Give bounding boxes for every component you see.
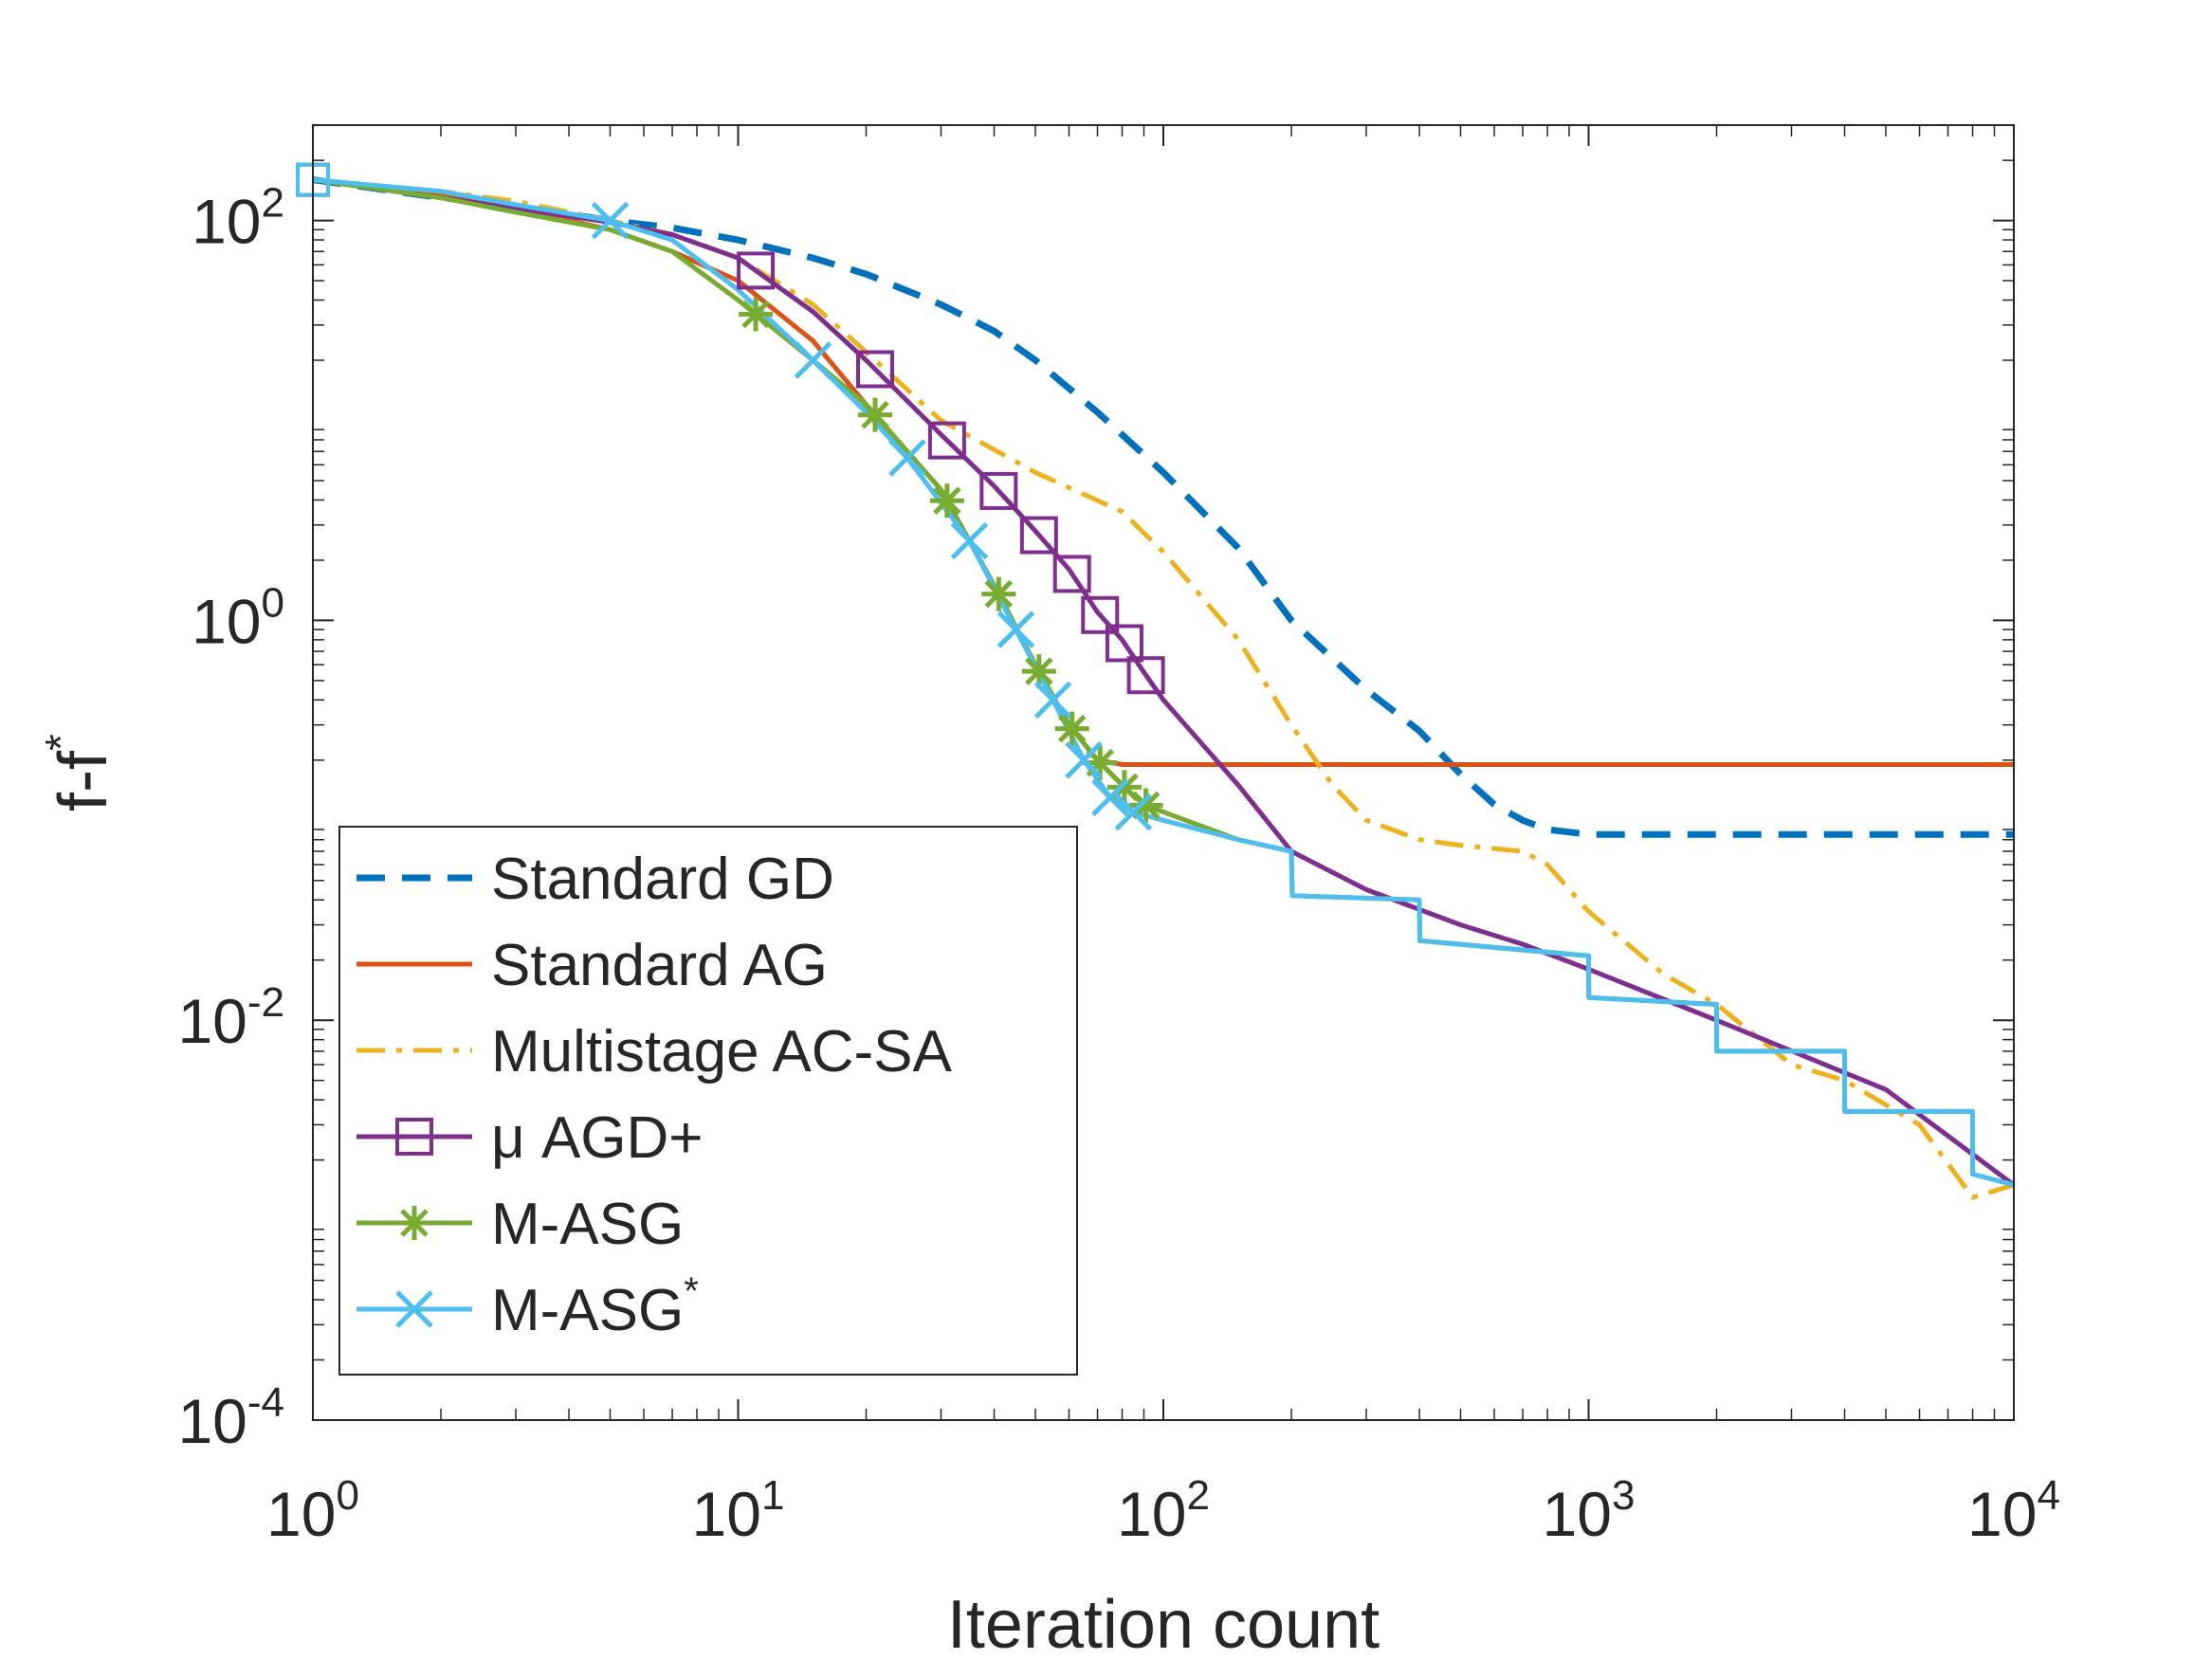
legend-label: M-ASG*: [491, 1270, 699, 1343]
legend-label-text: M-ASG: [491, 1278, 684, 1343]
series-marker-4: [981, 576, 1016, 611]
legend-marker-4: [397, 1206, 431, 1240]
x-tick-base: 10: [1117, 1479, 1186, 1549]
y-axis-title: f-f*: [36, 734, 121, 811]
legend-label: Standard GD: [491, 847, 834, 912]
x-tick-label: 103: [1543, 1472, 1636, 1549]
series-marker-5: [591, 201, 630, 240]
legend-entries: Standard GD Standard AG Multistage AC-SA μ …: [356, 847, 953, 1343]
y-tick-base: 10: [192, 586, 261, 656]
x-tick-label: 102: [1117, 1472, 1210, 1549]
series-marker-3: [1052, 555, 1091, 593]
legend-entry: Standard GD: [356, 847, 834, 912]
x-tick-exp: 0: [336, 1472, 358, 1519]
x-tick-base: 10: [1967, 1479, 2037, 1549]
legend-label: M-ASG: [491, 1192, 684, 1257]
legend-entry: M-ASG: [356, 1192, 684, 1257]
series-marker-5: [1033, 681, 1072, 720]
x-tick-base: 10: [692, 1479, 761, 1549]
series-marker-3: [1019, 516, 1058, 555]
legend-entry: Standard AG: [356, 933, 828, 998]
series-marker-4: [929, 483, 964, 519]
y-tick-base: 10: [192, 187, 261, 257]
series-marker-3: [1081, 595, 1120, 634]
series-marker-3: [1126, 656, 1165, 695]
y-tick-base: 10: [177, 1386, 247, 1456]
legend-label-text: μ AGD+: [491, 1105, 704, 1171]
legend-entry: M-ASG*: [356, 1270, 699, 1343]
series-marker-5: [1065, 741, 1103, 779]
y-tick-label: 100: [192, 579, 284, 656]
legend-box: [338, 826, 1078, 1376]
series-line-3: [313, 177, 2014, 1188]
series-marker-3: [979, 471, 1018, 510]
legend-label: Multistage AC-SA: [491, 1019, 953, 1085]
series-marker-3: [737, 251, 776, 290]
x-axis-title: Iteration count: [947, 1587, 1380, 1659]
legend-label-text: Standard GD: [491, 847, 834, 912]
x-tick-label: 104: [1967, 1472, 2060, 1549]
legend-marker-5: [395, 1290, 433, 1328]
series-marker-5: [950, 521, 989, 560]
series-marker-4: [858, 397, 893, 432]
series-marker-3: [856, 350, 895, 389]
series-marker-5: [888, 439, 926, 477]
x-tick-base: 10: [266, 1479, 336, 1549]
series-marker-4: [739, 297, 774, 332]
legend-entry: Multistage AC-SA: [356, 1019, 953, 1085]
series-marker-5: [1091, 778, 1129, 817]
x-tick-exp: 3: [1612, 1472, 1635, 1519]
series-marker-4: [1128, 788, 1163, 823]
series-marker-4: [1054, 711, 1089, 746]
legend-entry: μ AGD+: [356, 1105, 704, 1171]
y-tick-base: 10: [177, 986, 247, 1056]
legend-label: μ AGD+: [491, 1105, 704, 1171]
series-line-0: [313, 176, 2014, 838]
legend-label-text: Standard AG: [491, 933, 828, 998]
series-line-5: [313, 177, 2014, 1188]
series-marker-3: [927, 421, 966, 460]
x-tick-label: 101: [692, 1472, 785, 1549]
y-axis-title-sup: *: [36, 734, 85, 751]
y-tick-exp: 2: [262, 180, 284, 227]
x-tick-exp: 2: [1186, 1472, 1209, 1519]
legend-label-text: M-ASG: [491, 1192, 684, 1257]
series-marker-4: [1083, 745, 1118, 780]
series-marker-5: [996, 611, 1035, 648]
major-ticks: [312, 125, 2015, 1421]
series-marker-3: [1105, 624, 1143, 663]
series-marker-4: [1021, 654, 1056, 689]
legend-label-sup: *: [684, 1270, 699, 1312]
series-layer: [313, 176, 2014, 1200]
y-tick-exp: -2: [247, 979, 284, 1026]
legend-marker-3: [395, 1118, 433, 1156]
minor-ticks: [313, 124, 2014, 1420]
series-marker-5: [794, 341, 832, 379]
x-tick-exp: 1: [761, 1472, 784, 1519]
y-tick-exp: 0: [262, 579, 284, 626]
y-tick-label: 10-4: [177, 1379, 284, 1456]
x-tick-label: 100: [266, 1472, 359, 1549]
x-tick-exp: 4: [2037, 1472, 2059, 1519]
legend: Standard GD Standard AG Multistage AC-SA μ …: [338, 826, 1078, 1376]
y-axis-title-base: f-f: [46, 750, 121, 811]
series-marker-5: [1114, 793, 1153, 831]
legend-label: Standard AG: [491, 933, 828, 998]
y-tick-exp: -4: [247, 1379, 284, 1426]
x-tick-base: 10: [1543, 1479, 1612, 1549]
marker-layer: [296, 162, 1165, 831]
y-tick-label: 10-2: [177, 979, 284, 1056]
series-marker-4: [1106, 770, 1142, 805]
y-tick-label: 102: [192, 180, 284, 257]
legend-label-text: Multistage AC-SA: [491, 1019, 953, 1085]
